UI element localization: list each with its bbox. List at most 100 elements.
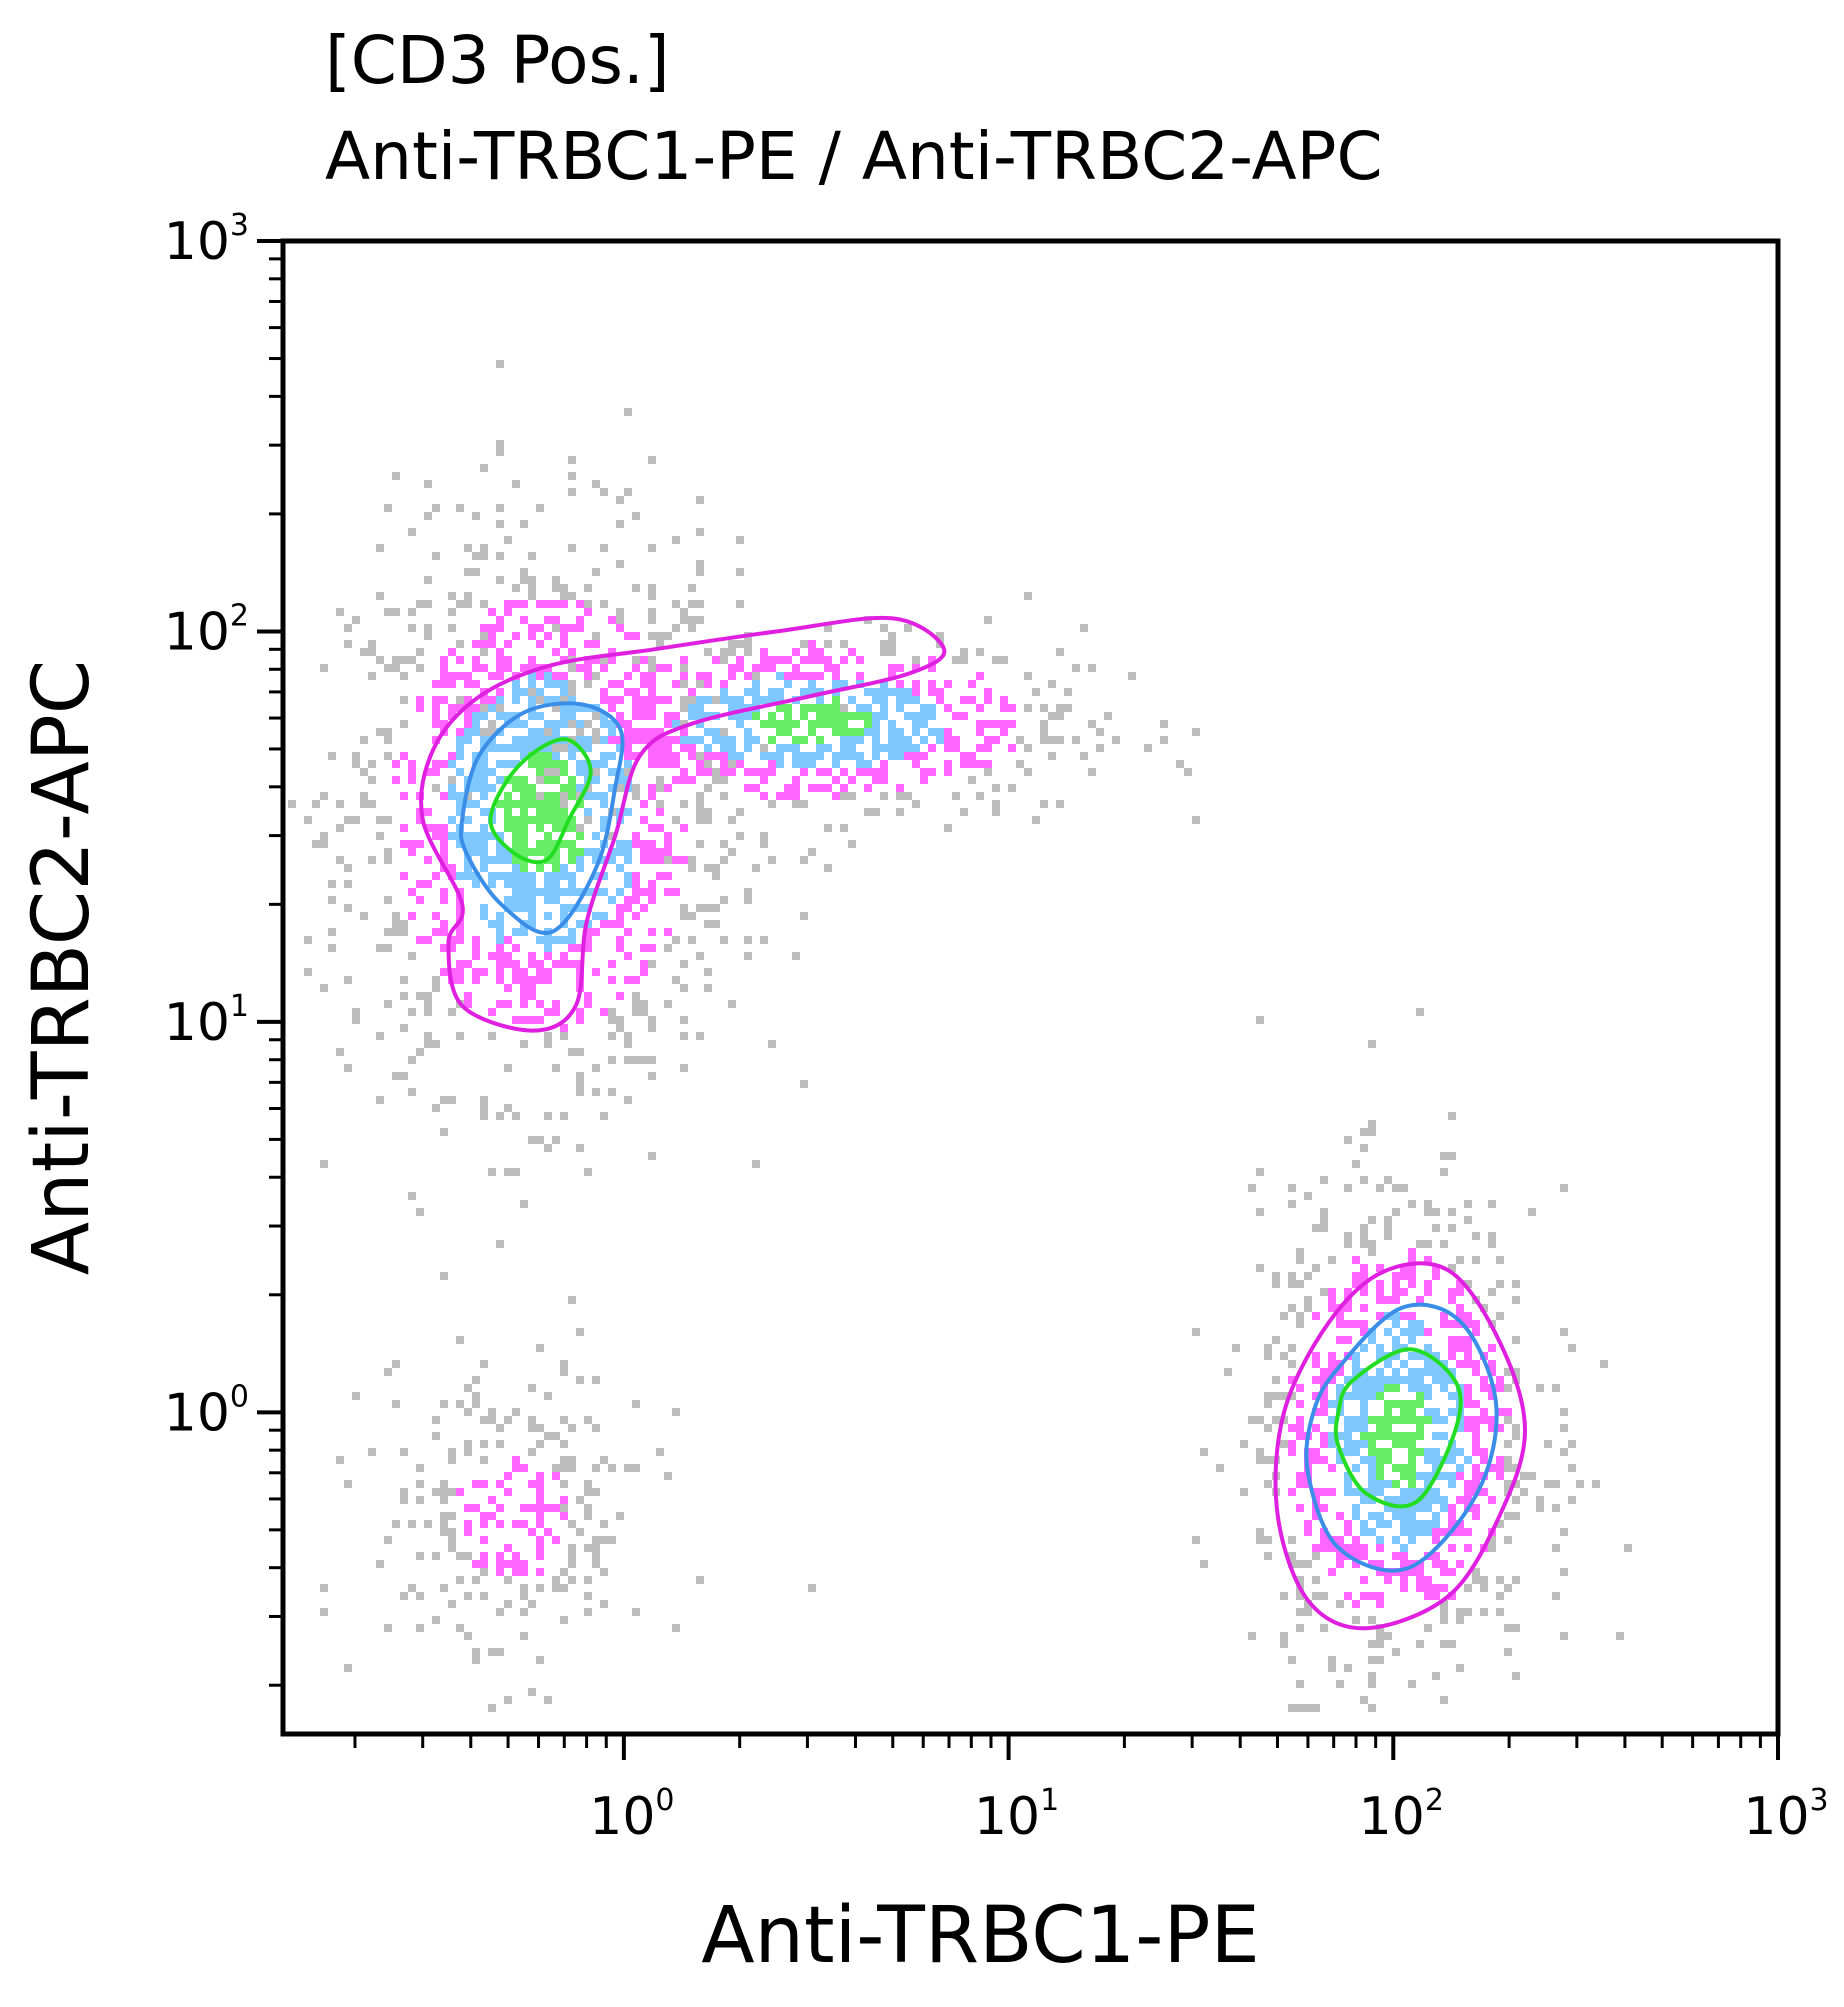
event-dot [896,752,904,760]
event-dot [344,640,352,648]
event-dot [1456,1520,1464,1528]
event-dot [1456,1664,1464,1672]
event-dot [336,608,344,616]
event-dot [520,816,528,824]
event-dot [504,848,512,856]
event-dot [672,976,680,984]
event-dot [528,984,536,992]
event-dot [448,760,456,768]
event-dot [528,584,536,592]
event-dot [896,696,904,704]
event-dot [1344,1136,1352,1144]
event-dot [1408,1328,1416,1336]
event-dot [480,712,488,720]
event-dot [680,744,688,752]
event-dot [584,704,592,712]
event-dot [1320,1376,1328,1384]
event-dot [744,768,752,776]
event-dot [1344,1664,1352,1672]
event-dot [736,536,744,544]
event-dot [440,680,448,688]
event-dot [520,904,528,912]
event-dot [800,640,808,648]
event-dot [368,856,376,864]
event-dot [480,544,488,552]
event-dot [664,840,672,848]
event-dot [480,1480,488,1488]
event-dot [1560,1528,1568,1536]
event-dot [616,784,624,792]
event-dot [520,1040,528,1048]
event-dot [776,672,784,680]
event-dot [488,784,496,792]
event-dot [1344,1288,1352,1296]
event-dot [544,896,552,904]
event-dot [1320,1488,1328,1496]
event-dot [1240,1440,1248,1448]
event-dot [448,1008,456,1016]
event-dot [472,1480,480,1488]
event-dot [536,1520,544,1528]
event-dot [592,1464,600,1472]
event-dot [440,664,448,672]
event-dot [824,640,832,648]
event-dot [488,952,496,960]
event-dot [656,784,664,792]
event-dot [1056,648,1064,656]
x-tick-label: 100 [589,1783,674,1847]
event-dot [1368,1248,1376,1256]
event-dot [472,872,480,880]
event-dot [1528,1472,1536,1480]
x-tick-label: 103 [1743,1783,1828,1847]
event-dot [632,664,640,672]
event-dot [512,584,520,592]
event-dot [560,872,568,880]
event-dot [832,712,840,720]
event-dot [432,1432,440,1440]
event-dot [904,688,912,696]
event-dot [560,1464,568,1472]
event-dot [632,880,640,888]
event-dot [880,792,888,800]
population-trbc2-positive [288,360,848,1368]
event-dot [1400,1560,1408,1568]
event-dot [760,936,768,944]
event-dot [1464,1496,1472,1504]
event-dot [632,512,640,520]
event-dot [688,696,696,704]
event-dot [784,656,792,664]
event-dot [888,640,896,648]
event-dot [560,960,568,968]
event-dot [1312,1488,1320,1496]
event-dot [672,720,680,728]
event-dot [1344,1416,1352,1424]
event-dot [576,704,584,712]
event-dot [520,848,528,856]
event-dot [736,752,744,760]
event-dot [928,744,936,752]
event-dot [528,576,536,584]
event-dot [432,760,440,768]
event-dot [728,768,736,776]
event-dot [624,752,632,760]
event-dot [640,848,648,856]
event-dot [464,1448,472,1456]
event-dot [520,784,528,792]
event-dot [696,840,704,848]
event-dot [560,688,568,696]
event-dot [792,760,800,768]
event-dot [648,680,656,688]
event-dot [1296,1680,1304,1688]
event-dot [504,856,512,864]
event-dot [392,472,400,480]
event-dot [552,880,560,888]
event-dot [480,552,488,560]
event-dot [1472,1440,1480,1448]
event-dot [688,712,696,720]
event-dot [1272,1336,1280,1344]
event-dot [424,1032,432,1040]
event-dot [712,656,720,664]
event-dot [1368,1592,1376,1600]
event-dot [480,968,488,976]
event-dot [792,744,800,752]
